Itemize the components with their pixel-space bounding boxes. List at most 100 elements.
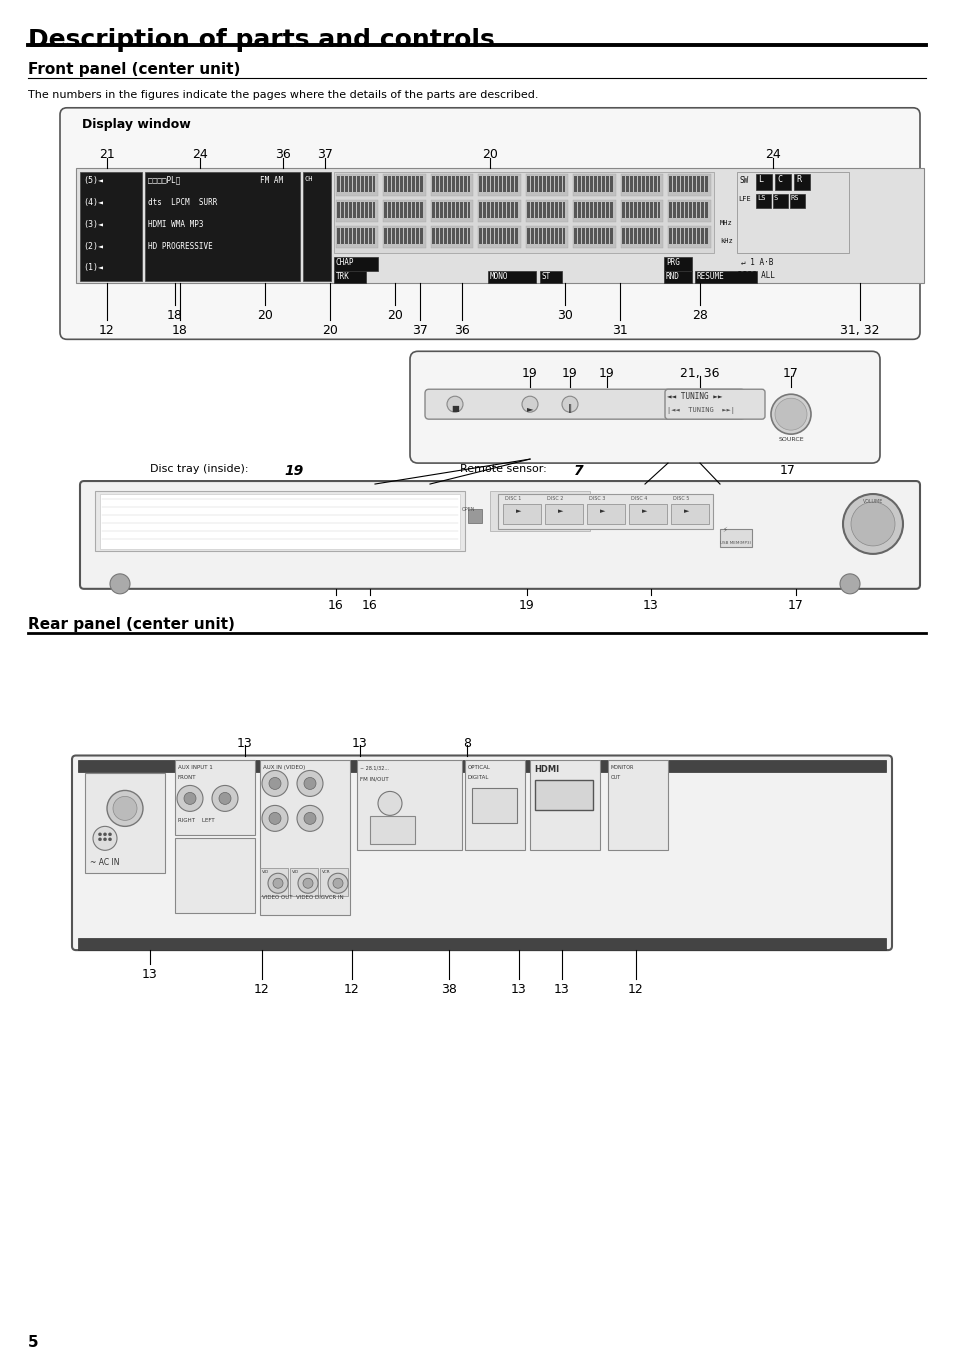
Circle shape [840, 574, 859, 594]
Text: RIGHT    LEFT: RIGHT LEFT [178, 818, 214, 823]
Bar [538, 227, 541, 244]
Bar [334, 172, 713, 253]
Bar [467, 202, 470, 218]
Text: ◄◄ TUNING ►►: ◄◄ TUNING ►► [666, 393, 721, 401]
Bar [605, 202, 608, 218]
Text: HDMI WMA MP3: HDMI WMA MP3 [148, 219, 203, 229]
Bar [578, 176, 580, 192]
Bar [511, 227, 514, 244]
Text: 19: 19 [518, 598, 535, 612]
Bar [574, 176, 577, 192]
Bar [463, 227, 466, 244]
Text: Display window: Display window [82, 118, 191, 131]
Text: 7: 7 [574, 464, 583, 478]
Text: 17: 17 [782, 367, 798, 380]
Bar [581, 202, 585, 218]
Bar [657, 176, 659, 192]
Text: 12: 12 [344, 983, 359, 997]
Text: 21: 21 [99, 148, 114, 161]
Bar [345, 227, 348, 244]
Bar [368, 227, 371, 244]
Bar [340, 227, 343, 244]
Text: DIGITAL: DIGITAL [468, 776, 489, 780]
Text: ►: ► [558, 508, 563, 515]
Bar [452, 227, 455, 244]
Circle shape [269, 777, 281, 789]
Text: (4)◄: (4)◄ [83, 198, 103, 207]
Bar [789, 194, 804, 207]
Bar [360, 202, 363, 218]
Bar [335, 226, 378, 248]
Bar [538, 176, 541, 192]
Text: VCR: VCR [322, 871, 331, 875]
Bar [464, 761, 524, 850]
Bar [668, 199, 710, 222]
Bar [463, 176, 466, 192]
Text: C: C [776, 175, 781, 184]
Bar [669, 227, 672, 244]
Bar [601, 202, 604, 218]
Text: 36: 36 [454, 325, 470, 337]
Bar [395, 227, 399, 244]
Text: 20: 20 [256, 309, 273, 322]
Bar [412, 202, 415, 218]
Text: 37: 37 [412, 325, 428, 337]
Bar [364, 202, 367, 218]
Circle shape [304, 812, 315, 825]
Text: MONO: MONO [490, 272, 508, 282]
Bar [383, 199, 426, 222]
Bar [684, 202, 687, 218]
Bar [594, 176, 597, 192]
Bar [546, 227, 549, 244]
Text: Front panel (center unit): Front panel (center unit) [28, 62, 240, 77]
Bar [85, 773, 165, 873]
Text: 12: 12 [627, 983, 643, 997]
Bar [335, 173, 378, 195]
Text: S: S [773, 195, 778, 200]
Text: FRONT: FRONT [178, 776, 196, 780]
Circle shape [268, 873, 288, 894]
Bar [373, 202, 375, 218]
Bar [641, 227, 644, 244]
Bar [558, 176, 561, 192]
Bar [416, 202, 418, 218]
Bar [620, 199, 662, 222]
Bar [383, 173, 426, 195]
Bar [478, 173, 520, 195]
Text: VCR IN: VCR IN [325, 895, 343, 900]
Circle shape [212, 785, 237, 811]
Bar [478, 199, 520, 222]
Bar [601, 227, 604, 244]
Text: VID: VID [292, 871, 299, 875]
Bar [720, 529, 751, 547]
Text: ►: ► [641, 508, 647, 515]
Bar [260, 761, 350, 915]
Bar [334, 257, 377, 271]
Bar [483, 202, 486, 218]
Text: Rear panel (center unit): Rear panel (center unit) [28, 617, 234, 632]
Bar [531, 202, 534, 218]
Bar [404, 202, 407, 218]
Bar [511, 202, 514, 218]
Bar [542, 227, 545, 244]
Circle shape [850, 502, 894, 546]
Bar [677, 176, 679, 192]
Text: AUX IN (VIDEO): AUX IN (VIDEO) [263, 765, 305, 770]
Text: 28: 28 [691, 309, 707, 322]
Text: ‖: ‖ [567, 403, 572, 413]
Text: FM IN/OUT: FM IN/OUT [359, 776, 388, 781]
Bar [586, 227, 589, 244]
Bar [479, 176, 482, 192]
Text: PRG: PRG [665, 259, 679, 268]
Bar [550, 176, 553, 192]
Bar [673, 227, 676, 244]
Bar [704, 202, 707, 218]
Bar [638, 227, 640, 244]
Text: MHz: MHz [720, 219, 732, 226]
Text: HDMI: HDMI [534, 765, 558, 774]
Bar [447, 202, 450, 218]
Bar [472, 788, 517, 823]
Circle shape [269, 812, 281, 825]
Bar [558, 227, 561, 244]
Bar [700, 227, 703, 244]
